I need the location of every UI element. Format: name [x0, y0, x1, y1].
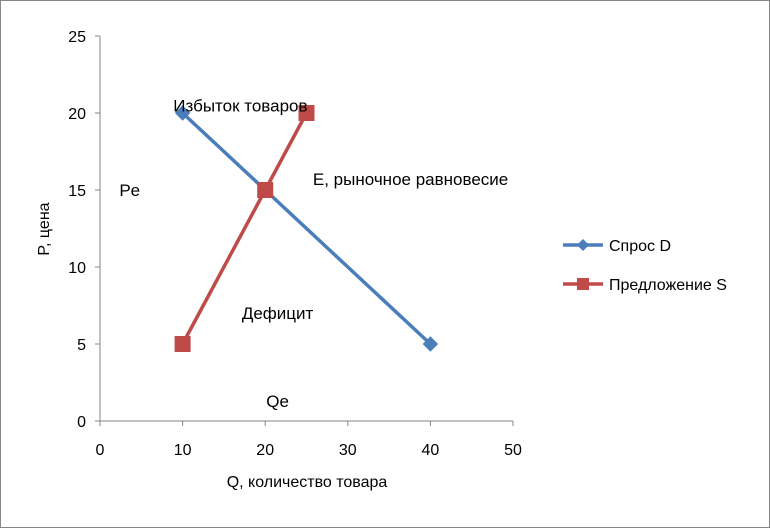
- x-axis-title: Q, количество товара: [227, 474, 388, 491]
- annotation-label: Qe: [266, 392, 289, 411]
- y-tick-label: 20: [68, 106, 86, 123]
- y-tick-label: 0: [77, 414, 86, 431]
- data-point: [174, 336, 191, 352]
- x-tick-label: 50: [504, 442, 522, 459]
- axes: 0 5 10 15 20 25 0 10 20 30 40 50: [68, 29, 522, 459]
- series-supply: [174, 105, 315, 352]
- annotation-label: Избыток товаров: [173, 96, 307, 115]
- y-tick-label: 25: [68, 29, 86, 46]
- x-tick-label: 10: [174, 442, 192, 459]
- x-tick-label: 0: [96, 442, 105, 459]
- y-tick-label: 10: [68, 260, 86, 277]
- legend-item: Предложение S: [563, 277, 727, 294]
- y-tick-label: 5: [77, 337, 86, 354]
- legend-label: Спрос D: [609, 238, 671, 255]
- data-point: [298, 105, 315, 121]
- y-axis-title: P, цена: [36, 202, 53, 255]
- data-point: [422, 336, 439, 352]
- data-point: [174, 105, 191, 121]
- x-tick-label: 30: [339, 442, 357, 459]
- x-tick-label: 40: [422, 442, 440, 459]
- annotation-label: Дефицит: [242, 304, 314, 323]
- legend-label: Предложение S: [609, 277, 727, 294]
- data-point: [257, 182, 274, 198]
- y-tick-label: 15: [68, 183, 86, 200]
- annotation-label: Pe: [119, 181, 140, 200]
- series-layer: [174, 105, 439, 352]
- legend: Спрос D Предложение S: [563, 238, 727, 294]
- legend-marker: [577, 278, 589, 290]
- annotation-label: E, рыночное равновесие: [313, 170, 508, 189]
- annotation-layer: Избыток товаров Pe E, рыночное равновесие Д…: [119, 96, 508, 411]
- legend-item: Спрос D: [563, 238, 671, 255]
- legend-marker: [577, 239, 589, 251]
- x-tick-label: 20: [256, 442, 274, 459]
